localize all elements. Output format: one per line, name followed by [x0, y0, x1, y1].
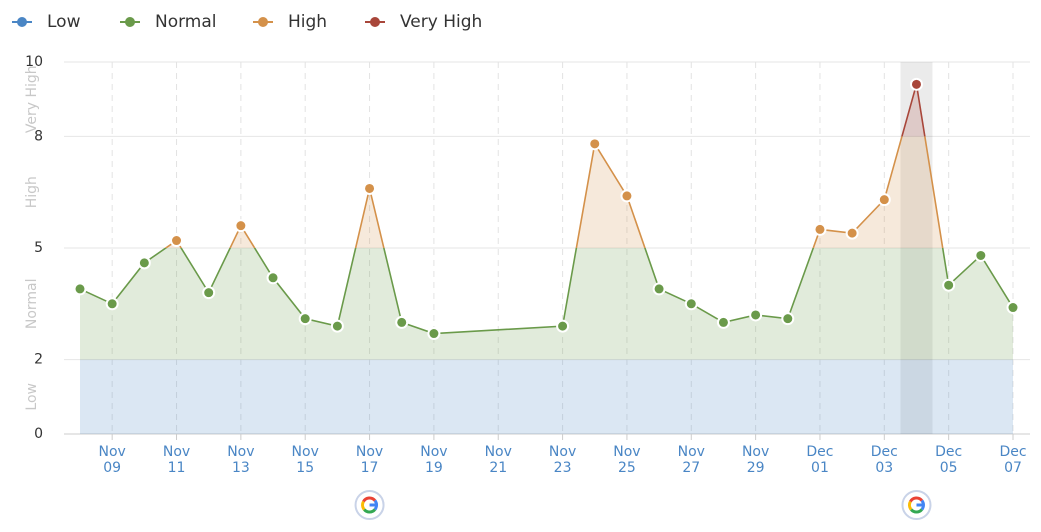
icon-arc: [362, 496, 377, 503]
point[interactable]: [1006, 301, 1020, 315]
x-tick-label: Nov 11: [162, 444, 191, 476]
legend-label: Low: [47, 12, 81, 32]
area: [165, 136, 943, 248]
legend-marker: [125, 17, 135, 27]
point[interactable]: [781, 312, 795, 326]
x-tick-label: Dec 07: [999, 444, 1027, 476]
icon-arc: [909, 496, 923, 503]
area: [901, 84, 925, 137]
area: [80, 248, 1013, 360]
x-tick-label: Nov 29: [741, 444, 770, 476]
point[interactable]: [170, 234, 184, 248]
legend-label: High: [288, 12, 327, 32]
point[interactable]: [684, 297, 698, 311]
point[interactable]: [105, 297, 119, 311]
point[interactable]: [620, 189, 634, 203]
x-tick-label: Nov 09: [98, 444, 126, 476]
level-label: High: [24, 176, 40, 208]
y-tick-label: 10: [25, 54, 43, 70]
legend-label: Very High: [400, 12, 482, 32]
legend-label: Normal: [155, 12, 217, 32]
point[interactable]: [266, 271, 280, 285]
google-update-icon[interactable]: [901, 490, 932, 520]
point[interactable]: [298, 312, 312, 326]
level-label: Low: [24, 383, 40, 411]
legend-marker: [17, 17, 27, 27]
legend-item[interactable]: Very High: [365, 12, 482, 32]
x-tick-label: Dec 03: [870, 444, 898, 476]
point[interactable]: [330, 319, 344, 333]
y-tick-label: 0: [34, 426, 43, 442]
point[interactable]: [974, 248, 988, 262]
point[interactable]: [202, 286, 216, 300]
point[interactable]: [845, 226, 859, 240]
x-tick-label: Dec 05: [935, 444, 963, 476]
x-tick-label: Nov 21: [484, 444, 512, 476]
point[interactable]: [234, 219, 248, 233]
y-tick-label: 2: [34, 352, 43, 368]
y-tick-label: 8: [34, 128, 43, 144]
x-tick-label: Nov 17: [355, 444, 384, 476]
line: [79, 248, 1014, 335]
google-update-icon[interactable]: [354, 490, 385, 520]
legend-item[interactable]: Low: [12, 12, 81, 32]
point[interactable]: [363, 181, 377, 195]
icon-arc: [363, 508, 377, 514]
x-tick-label: Nov 19: [420, 444, 448, 476]
y-tick-label: 5: [34, 240, 43, 256]
icon-arc: [909, 508, 923, 514]
point[interactable]: [73, 282, 87, 296]
point[interactable]: [427, 327, 441, 341]
x-tick-label: Dec 01: [806, 444, 834, 476]
area: [80, 359, 1013, 434]
point[interactable]: [556, 319, 570, 333]
x-tick-label: Nov 15: [291, 444, 319, 476]
point[interactable]: [652, 282, 666, 296]
x-tick-label: Nov 23: [548, 444, 577, 476]
x-tick-label: Nov 27: [677, 444, 705, 476]
level-label: Very High: [24, 65, 40, 133]
icon-arc: [361, 500, 366, 511]
point[interactable]: [716, 315, 730, 329]
point[interactable]: [813, 222, 827, 236]
level-label: Normal: [24, 278, 40, 329]
point[interactable]: [942, 278, 956, 292]
x-tick-label: Nov 25: [613, 444, 641, 476]
icon-arc: [908, 500, 913, 511]
point[interactable]: [749, 308, 763, 322]
legend-marker: [370, 17, 380, 27]
point[interactable]: [395, 315, 409, 329]
legend-item[interactable]: High: [253, 12, 327, 32]
legend-item[interactable]: Normal: [120, 12, 217, 32]
x-tick-label: Nov 13: [227, 444, 255, 476]
point[interactable]: [588, 137, 602, 151]
point[interactable]: [877, 193, 891, 207]
point[interactable]: [909, 77, 923, 91]
point[interactable]: [137, 256, 151, 270]
legend-marker: [258, 17, 268, 27]
